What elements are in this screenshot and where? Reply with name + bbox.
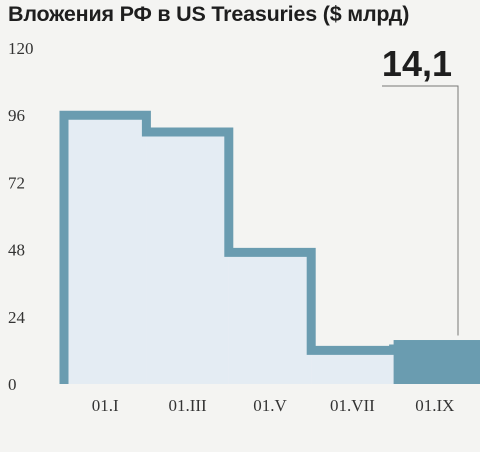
y-tick-label: 48 [8, 241, 25, 260]
x-tick-label: 01.I [92, 396, 119, 415]
y-axis: 0 24 48 72 96 120 [8, 39, 34, 394]
y-tick-label: 120 [8, 39, 34, 58]
y-tick-label: 72 [8, 173, 25, 192]
area-fill-segment [146, 132, 229, 384]
x-tick-label: 01.III [168, 396, 207, 415]
bar-latest [393, 340, 480, 384]
callout-leader-line [382, 85, 459, 336]
x-tick-label: 01.VII [330, 396, 375, 415]
x-tick-label: 01.IX [415, 396, 454, 415]
chart-area-layer [59, 110, 480, 384]
callout: 14,1 [382, 43, 459, 336]
area-fill-segment [64, 115, 147, 384]
step-line [59, 110, 399, 384]
callout-value-label: 14,1 [382, 43, 452, 84]
area-fill-segment [311, 350, 394, 384]
y-tick-label: 96 [8, 106, 25, 125]
x-tick-label: 01.V [253, 396, 287, 415]
chart-title: Вложения РФ в US Treasuries ($ млрд) [8, 2, 410, 26]
y-tick-label: 0 [8, 375, 17, 394]
area-fill-segment [228, 252, 312, 384]
y-tick-label: 24 [8, 308, 26, 327]
x-axis: 01.I 01.III 01.V 01.VII 01.IX [92, 396, 455, 415]
